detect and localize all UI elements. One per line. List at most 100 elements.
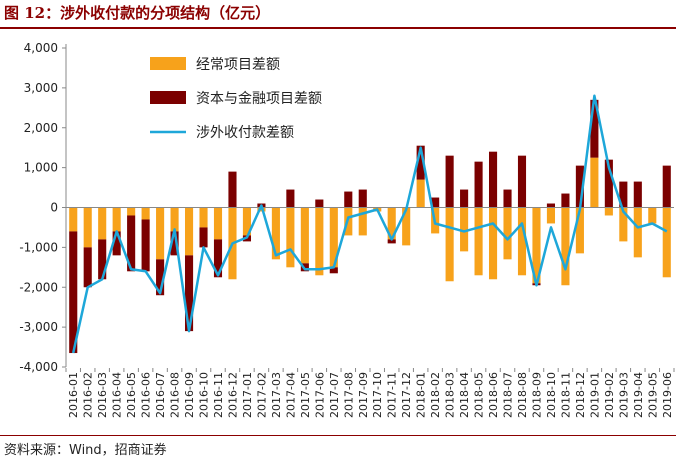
y-tick-label: -2,000 bbox=[19, 280, 58, 294]
capital-financial-bar bbox=[517, 155, 527, 208]
legend-swatch bbox=[150, 91, 186, 104]
x-tick-label: 2017-10 bbox=[371, 372, 384, 418]
capital-financial-bar bbox=[199, 227, 208, 248]
capital-financial-bar bbox=[445, 155, 454, 208]
x-tick-label: 2016-01 bbox=[67, 372, 80, 418]
capital-financial-bar bbox=[141, 219, 150, 272]
x-tick-label: 2018-07 bbox=[502, 372, 515, 418]
capital-financial-bar bbox=[112, 231, 121, 256]
current-account-bar bbox=[315, 207, 324, 276]
x-tick-label: 2019-06 bbox=[661, 372, 674, 418]
current-account-bar bbox=[488, 207, 498, 280]
x-tick-label: 2016-07 bbox=[154, 372, 167, 418]
capital-financial-bar bbox=[546, 203, 556, 208]
chart-area: -4,000 -3,000 -2,000 -1,000 0 1,000 2,000 3,000… bbox=[19, 41, 675, 418]
current-account-bar bbox=[460, 207, 469, 252]
x-tick-label: 2018-03 bbox=[444, 372, 457, 418]
current-account-bar bbox=[648, 207, 657, 224]
x-tick-label: 2016-04 bbox=[111, 372, 124, 418]
x-tick-label: 2016-12 bbox=[226, 372, 239, 418]
x-tick-label: 2016-05 bbox=[125, 372, 138, 418]
axes-layer: -4,000 -3,000 -2,000 -1,000 0 1,000 2,000 3,000… bbox=[19, 41, 675, 418]
current-account-bar bbox=[590, 157, 599, 208]
x-tick-label: 2016-08 bbox=[169, 372, 182, 418]
x-tick-label: 2018-08 bbox=[516, 372, 529, 418]
capital-financial-bar bbox=[213, 239, 223, 278]
current-account-bar bbox=[633, 207, 642, 258]
current-account-bar bbox=[300, 207, 309, 264]
y-tick-label: 1,000 bbox=[24, 161, 58, 175]
legend-swatch bbox=[150, 57, 186, 70]
current-account-bar bbox=[213, 207, 223, 240]
current-account-bar bbox=[474, 207, 483, 276]
current-account-bar bbox=[503, 207, 512, 260]
x-tick-label: 2016-09 bbox=[183, 372, 196, 418]
x-tick-label: 2018-10 bbox=[545, 372, 558, 418]
capital-financial-bar bbox=[503, 189, 512, 208]
current-account-bar bbox=[445, 207, 454, 282]
x-tick-label: 2019-03 bbox=[617, 372, 630, 418]
current-account-bar bbox=[517, 207, 527, 276]
current-account-bar bbox=[69, 207, 78, 232]
y-tick-label: -4,000 bbox=[19, 360, 58, 374]
capital-financial-bar bbox=[184, 255, 194, 332]
x-tick-label: 2018-01 bbox=[415, 372, 428, 418]
current-account-bar bbox=[604, 207, 613, 216]
capital-financial-bar bbox=[329, 267, 338, 274]
capital-financial-bar bbox=[69, 231, 78, 354]
capital-financial-bar bbox=[127, 215, 136, 272]
x-tick-label: 2017-02 bbox=[255, 372, 268, 418]
capital-financial-bar bbox=[575, 165, 584, 208]
current-account-bar bbox=[127, 207, 136, 216]
current-account-bar bbox=[662, 207, 671, 278]
current-account-bar bbox=[561, 207, 570, 286]
capital-financial-bar bbox=[416, 145, 425, 180]
x-tick-label: 2018-06 bbox=[487, 372, 500, 418]
x-tick-label: 2018-09 bbox=[530, 372, 543, 418]
current-account-bar bbox=[242, 207, 252, 236]
x-tick-label: 2017-12 bbox=[400, 372, 413, 418]
x-tick-label: 2018-02 bbox=[429, 372, 442, 418]
x-tick-label: 2017-08 bbox=[342, 372, 355, 418]
x-tick-label: 2019-01 bbox=[588, 372, 601, 418]
capital-financial-bar bbox=[170, 231, 179, 256]
x-tick-label: 2018-05 bbox=[473, 372, 486, 418]
current-account-bar bbox=[199, 207, 208, 228]
current-account-bar bbox=[358, 207, 367, 236]
capital-financial-bar bbox=[590, 99, 599, 158]
current-account-bar bbox=[387, 207, 396, 240]
chart-title: 图 12：涉外收付款的分项结构（亿元） bbox=[4, 4, 271, 22]
y-tick-label: -3,000 bbox=[19, 320, 58, 334]
x-tick-label: 2017-03 bbox=[270, 372, 283, 418]
x-tick-label: 2016-11 bbox=[212, 372, 225, 418]
x-tick-label: 2019-02 bbox=[603, 372, 616, 418]
capital-financial-bar bbox=[604, 159, 613, 208]
current-account-bar bbox=[619, 207, 628, 242]
current-account-bar bbox=[575, 207, 584, 254]
capital-financial-bar bbox=[156, 259, 165, 296]
x-tick-label: 2017-11 bbox=[386, 372, 399, 418]
x-tick-label: 2016-02 bbox=[82, 372, 95, 418]
current-account-bar bbox=[271, 207, 280, 260]
current-account-bar bbox=[416, 179, 425, 208]
line-layer bbox=[71, 94, 668, 354]
x-tick-label: 2019-05 bbox=[646, 372, 659, 418]
current-account-bar bbox=[532, 207, 541, 284]
current-account-bar bbox=[546, 207, 556, 224]
legend-label: 资本与金融项目差额 bbox=[196, 91, 322, 107]
capital-financial-bar bbox=[460, 189, 469, 208]
x-tick-label: 2017-07 bbox=[328, 372, 341, 418]
capital-financial-bar bbox=[488, 151, 498, 208]
legend-label: 涉外收付款差额 bbox=[196, 125, 294, 141]
source-note: 资料来源：Wind，招商证券 bbox=[4, 443, 167, 458]
capital-financial-bar bbox=[344, 191, 353, 208]
x-tick-label: 2018-12 bbox=[574, 372, 587, 418]
x-tick-label: 2017-04 bbox=[284, 372, 297, 418]
current-account-bar bbox=[83, 207, 92, 248]
current-account-bar bbox=[141, 207, 150, 220]
bar-layer bbox=[69, 99, 671, 354]
capital-financial-bar bbox=[387, 239, 396, 244]
y-tick-label: 3,000 bbox=[24, 81, 58, 95]
x-tick-label: 2016-03 bbox=[96, 372, 109, 418]
